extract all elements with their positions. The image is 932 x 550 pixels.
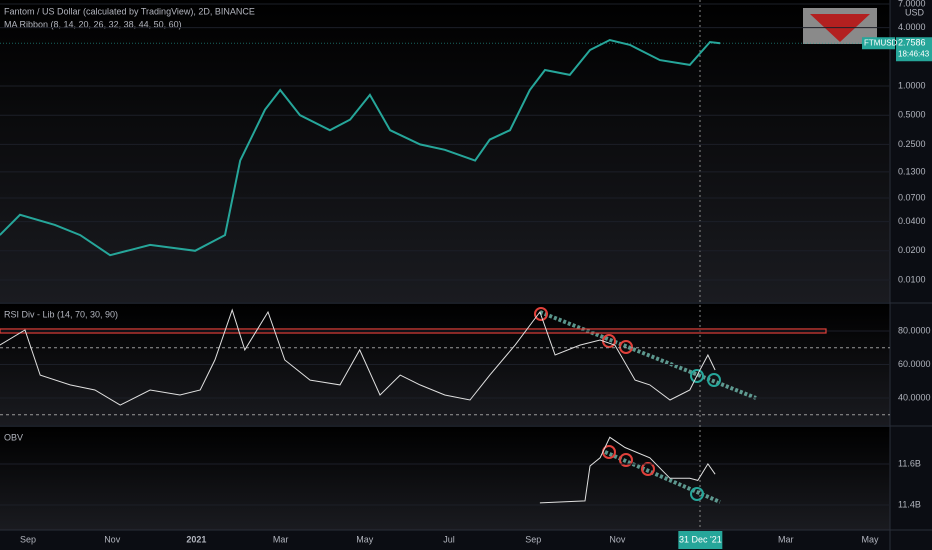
price-tag [896, 37, 932, 62]
x-tick-label: 31 Dec '21 [679, 534, 722, 544]
obv-pane [0, 427, 890, 530]
y-tick-label: 0.0200 [898, 245, 926, 255]
y-tick-label: 0.0700 [898, 192, 926, 202]
x-tick-label: Jul [443, 534, 455, 544]
axis-unit: USD [905, 7, 925, 17]
y-tick-label: 11.6B [898, 458, 921, 468]
overbought-band [0, 328, 827, 334]
x-tick-label: Nov [609, 534, 626, 544]
x-tick-label: May [861, 534, 879, 544]
x-tick-label: Mar [273, 534, 289, 544]
series-line [0, 38, 721, 257]
x-tick-label: Nov [104, 534, 121, 544]
chart-title: Fantom / US Dollar (calculated by Tradin… [4, 6, 255, 16]
indicator-title: MA Ribbon (8, 14, 20, 26, 32, 38, 44, 50… [4, 19, 182, 29]
rsi-title: RSI Div - Lib (14, 70, 30, 90) [4, 309, 118, 319]
price-tag [862, 37, 895, 50]
y-tick-label: 0.2500 [898, 139, 926, 149]
symbol-label: FTMUSD [864, 38, 898, 47]
y-tick-label: 11.4B [898, 499, 921, 509]
price-label: 2.7586 [898, 38, 926, 48]
series-line [539, 436, 716, 504]
y-tick-label: 0.1300 [898, 166, 926, 176]
y-tick-label: 0.0400 [898, 216, 926, 226]
y-tick-label: 4.0000 [898, 22, 926, 32]
y-tick-label: 40.0000 [898, 392, 931, 402]
date-tag [678, 531, 723, 549]
x-tick-label: Sep [525, 534, 541, 544]
y-tick-label: 1.0000 [898, 80, 926, 90]
y-tick-label: 7.0000 [898, 0, 926, 8]
x-tick-label: Mar [778, 534, 794, 544]
y-tick-label: 0.0100 [898, 274, 926, 284]
y-tick-label: 0.5000 [898, 110, 926, 120]
x-tick-label: May [356, 534, 374, 544]
series-line [0, 308, 716, 406]
obv-title: OBV [4, 432, 23, 442]
countdown-label: 18:46:43 [898, 49, 930, 58]
y-tick-label: 60.0000 [898, 359, 931, 369]
x-tick-label: Sep [20, 534, 36, 544]
y-tick-label: 80.0000 [898, 325, 931, 335]
trendlines [534, 307, 757, 504]
x-tick-label: 2021 [186, 534, 206, 544]
price-pane [0, 0, 890, 302]
